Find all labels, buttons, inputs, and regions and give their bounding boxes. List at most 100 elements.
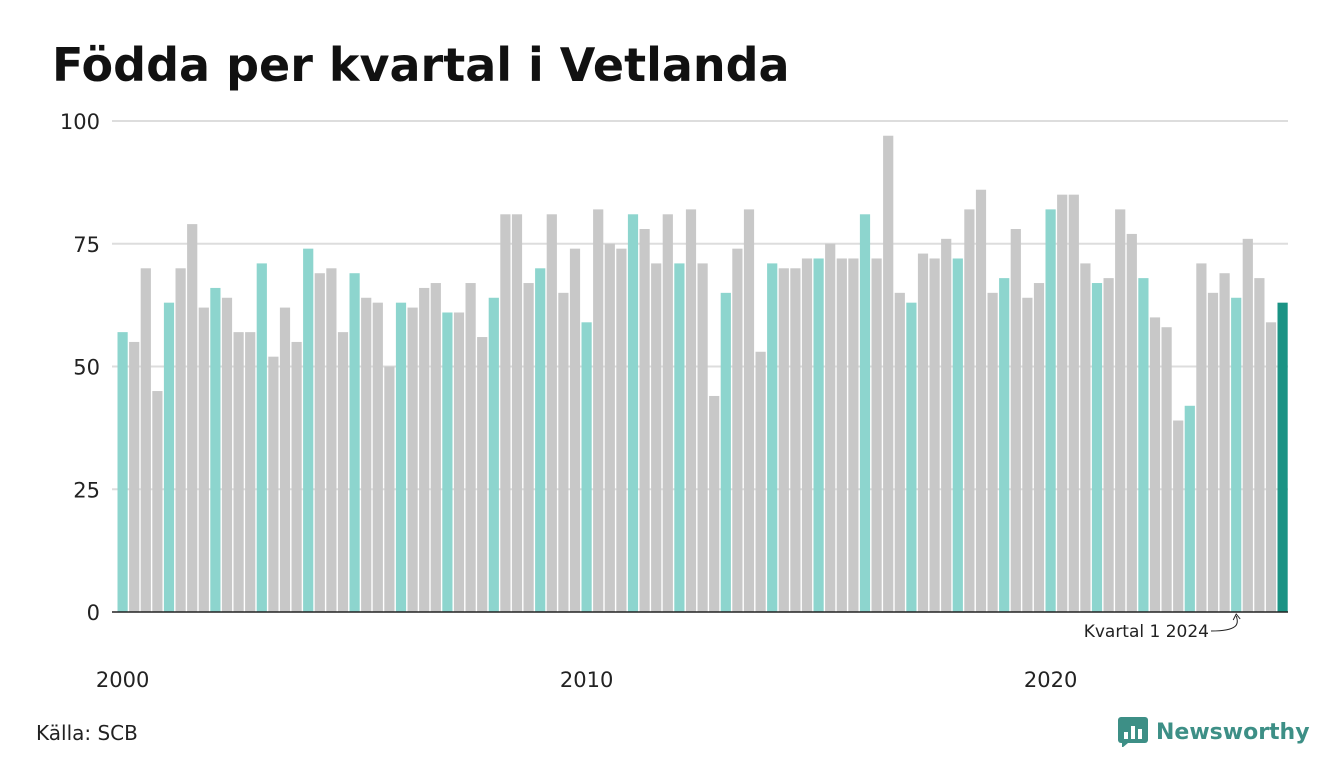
bar	[732, 248, 743, 612]
bar	[871, 258, 882, 612]
bar	[569, 248, 581, 612]
bar	[442, 312, 453, 612]
newsworthy-logo-icon	[1118, 717, 1148, 747]
y-tick-label: 50	[73, 356, 100, 380]
bar	[1045, 209, 1056, 612]
y-tick-label: 25	[73, 478, 100, 502]
bar	[1149, 317, 1161, 612]
bar	[187, 224, 198, 613]
bar	[964, 209, 975, 612]
bar	[129, 341, 140, 612]
bar	[581, 322, 592, 612]
annotation-label: Kvartal 1 2024	[1084, 622, 1209, 642]
bar	[1277, 302, 1288, 612]
bar	[1231, 297, 1242, 612]
bar	[1068, 194, 1079, 612]
bar	[279, 307, 291, 612]
bar	[720, 292, 731, 612]
bar	[1022, 297, 1033, 612]
bar	[1196, 263, 1207, 612]
bar	[326, 268, 337, 612]
bar	[163, 302, 175, 612]
bar	[1173, 420, 1184, 612]
bar	[303, 248, 314, 612]
bar	[1265, 322, 1277, 612]
bar	[952, 258, 963, 612]
bar	[407, 307, 418, 612]
bar	[1115, 209, 1126, 612]
bar	[906, 302, 917, 612]
bar	[639, 229, 650, 612]
bar	[1184, 405, 1195, 612]
y-tick-label: 0	[87, 601, 100, 625]
bar	[1219, 273, 1230, 612]
bar	[117, 332, 128, 612]
bar	[859, 214, 871, 613]
brand-logo: Newsworthy	[1118, 715, 1310, 749]
y-tick-label: 75	[73, 233, 100, 257]
bar	[743, 209, 755, 612]
bar	[767, 263, 778, 612]
bar	[430, 283, 441, 612]
bar	[941, 238, 952, 612]
bar	[848, 258, 859, 612]
bar	[1033, 283, 1045, 612]
bar	[210, 287, 221, 612]
bar	[337, 332, 349, 612]
bar	[593, 209, 604, 612]
bar	[801, 258, 813, 612]
bar	[140, 268, 151, 612]
bar	[511, 214, 523, 613]
bar	[651, 263, 662, 612]
bar	[523, 283, 534, 612]
bar	[175, 268, 186, 612]
bar	[685, 209, 697, 612]
bar	[395, 302, 407, 612]
bar	[384, 366, 395, 612]
bar	[1207, 292, 1219, 612]
bar	[616, 248, 627, 612]
bar	[627, 214, 639, 613]
bar	[1103, 278, 1114, 612]
bar	[894, 292, 905, 612]
bar	[883, 135, 894, 613]
bar	[987, 292, 998, 612]
bar	[1080, 263, 1091, 612]
bar	[268, 356, 279, 612]
source-label: Källa: SCB	[36, 721, 138, 745]
bar	[917, 253, 929, 612]
x-tick-label: 2000	[96, 668, 149, 692]
brand-name: Newsworthy	[1156, 719, 1310, 745]
bar	[755, 351, 766, 612]
bar	[999, 278, 1010, 612]
bar	[152, 391, 163, 612]
annotation-arrowhead	[1232, 613, 1241, 621]
bar	[790, 268, 801, 612]
bar	[221, 297, 233, 612]
bar	[975, 189, 987, 613]
bar	[825, 243, 836, 612]
bar	[1254, 278, 1265, 612]
bar	[488, 297, 499, 612]
bar	[1091, 283, 1103, 612]
bar	[929, 258, 940, 612]
bar	[372, 302, 383, 612]
bar	[662, 214, 673, 613]
bar	[1010, 229, 1021, 612]
x-tick-label: 2020	[1024, 668, 1077, 692]
bar	[419, 287, 430, 612]
bar	[709, 395, 720, 612]
page-title: Födda per kvartal i Vetlanda	[52, 38, 790, 92]
bar	[349, 273, 360, 612]
bar	[1126, 233, 1137, 612]
bar	[233, 332, 244, 612]
x-tick-label: 2010	[560, 668, 613, 692]
bar	[674, 263, 685, 612]
bar	[697, 263, 708, 612]
bar	[314, 273, 325, 612]
bar	[477, 337, 488, 612]
bar	[245, 332, 256, 612]
bar	[1138, 278, 1149, 612]
bar	[558, 292, 569, 612]
